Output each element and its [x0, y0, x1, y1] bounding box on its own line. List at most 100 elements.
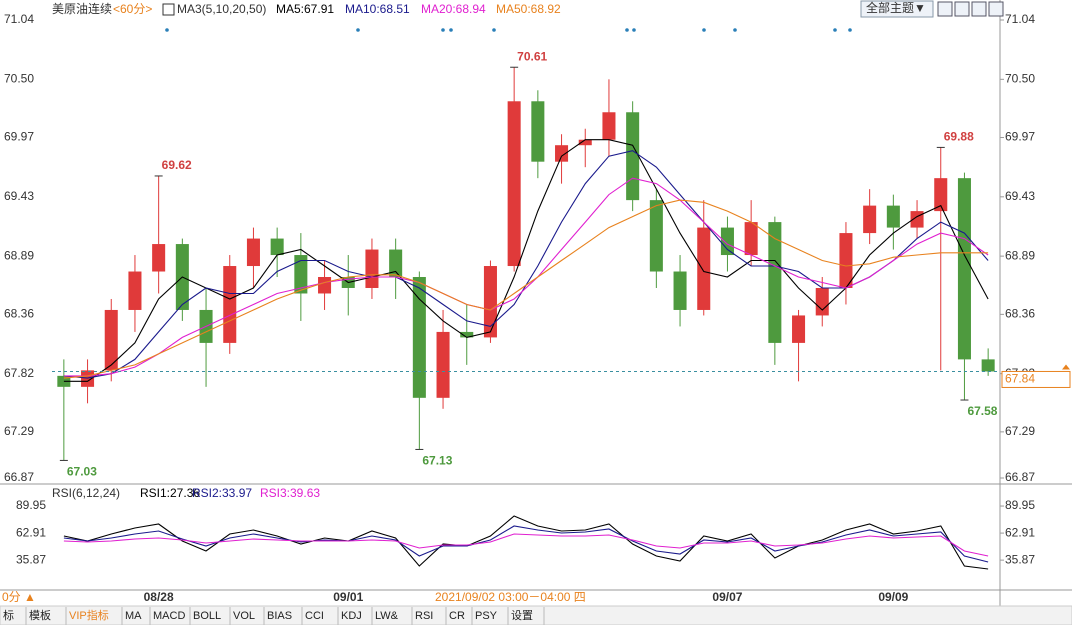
candle-body	[246, 238, 260, 267]
candle-body	[602, 112, 616, 140]
last-price-arrow	[1062, 364, 1070, 370]
theme-button-label[interactable]: 全部主题▼	[866, 0, 926, 15]
candle-body	[412, 277, 426, 398]
indicator-line	[63, 199, 989, 379]
toolbar-tab[interactable]: KDJ	[341, 610, 362, 622]
candle-body	[792, 315, 806, 343]
x-tick-label: 08/28	[144, 590, 174, 604]
toolbar-tab[interactable]: 设置	[511, 609, 533, 622]
y-tick-label-right: 89.95	[1005, 498, 1035, 512]
toolbar-tab[interactable]: CCI	[305, 610, 324, 622]
extreme-label: 70.61	[517, 49, 547, 63]
y-tick-label-right: 68.36	[1005, 307, 1035, 321]
event-dot	[848, 28, 852, 32]
toolbar-tab[interactable]: LW&	[375, 610, 399, 622]
event-dot	[833, 28, 837, 32]
candle-body	[294, 255, 308, 294]
candle-body	[555, 145, 569, 162]
legend-entry: MA20:68.94	[421, 2, 486, 16]
x-tick-label: 09/07	[712, 590, 742, 604]
toolbar-tab[interactable]: CR	[449, 610, 465, 622]
x-tick-label: 09/09	[878, 590, 908, 604]
indicator-line	[63, 139, 989, 382]
legend-entry: RSI1:27.36	[140, 486, 200, 500]
indicator-line	[63, 533, 989, 557]
legend-entry: MA50:68.92	[496, 2, 561, 16]
event-dot	[165, 28, 169, 32]
candle-body	[768, 222, 782, 343]
candle-body	[839, 233, 853, 288]
icon-button[interactable]	[988, 1, 1004, 17]
candle-body	[934, 178, 948, 212]
legend-entry: MA10:68.51	[345, 2, 410, 16]
x-tick-label: 09/01	[333, 590, 363, 604]
toolbar-tab[interactable]: PSY	[475, 610, 498, 622]
event-dot	[702, 28, 706, 32]
extreme-label: 67.03	[67, 465, 97, 479]
candle-body	[389, 249, 403, 278]
toolbar-tab[interactable]: BIAS	[267, 610, 292, 622]
y-tick-label-right: 69.43	[1005, 189, 1035, 203]
candle-body	[460, 331, 474, 338]
icon-button[interactable]	[954, 1, 970, 17]
toolbar-tab[interactable]: 模板	[29, 608, 51, 622]
toolbar-tab[interactable]: VOL	[233, 610, 255, 622]
event-markers	[165, 28, 852, 32]
candle-body	[507, 101, 521, 267]
candle-body	[483, 266, 497, 338]
y-tick-label: 68.89	[4, 248, 34, 262]
theme-button[interactable]	[860, 0, 934, 18]
candle-body	[128, 271, 142, 310]
legend-entry: RSI2:33.97	[192, 486, 252, 500]
last-price-box	[1001, 370, 1071, 388]
y-tick-label: 71.04	[4, 12, 34, 26]
legend-entry: RSI3:39.63	[260, 486, 320, 500]
toolbar-icons	[937, 1, 1004, 17]
y-tick-label: 70.50	[4, 71, 34, 85]
candle-body	[531, 101, 545, 162]
toolbar-tab[interactable]: BOLL	[193, 610, 221, 622]
candle-body	[436, 331, 450, 398]
y-tick-label-right: 69.97	[1005, 130, 1035, 144]
event-dot	[441, 28, 445, 32]
y-tick-label: 66.87	[4, 470, 34, 484]
last-price-label: 67.84	[1005, 372, 1035, 386]
y-tick-label-right: 71.04	[1005, 12, 1035, 26]
period: <60分>	[113, 2, 152, 16]
y-tick-label: 68.36	[4, 307, 34, 321]
candle-body	[697, 227, 711, 310]
candle-body	[104, 309, 118, 371]
candle-body	[673, 271, 687, 310]
toolbar-tab[interactable]: 标	[3, 608, 14, 622]
y-tick-label-right: 68.89	[1005, 248, 1035, 262]
event-dot	[449, 28, 453, 32]
toolbar-tab[interactable]: VIP指标	[69, 608, 109, 622]
crosshair-time: 2021/09/02 03:00－04:00 四	[435, 590, 586, 604]
legend-entry: MA5:67.91	[276, 2, 334, 16]
icon-button[interactable]	[971, 1, 987, 17]
toolbar-tab[interactable]: MACD	[153, 610, 185, 622]
y-tick-label: 67.82	[4, 366, 34, 380]
candle-body	[626, 112, 640, 201]
candle-body	[981, 359, 995, 372]
candle-body	[957, 178, 971, 360]
extreme-label: 67.13	[422, 454, 452, 468]
indicator-icon[interactable]	[162, 3, 175, 16]
candle-body	[223, 266, 237, 343]
y-tick-label: 69.97	[4, 130, 34, 144]
icon-button[interactable]	[937, 1, 953, 17]
symbol: 美原油连续	[52, 1, 112, 16]
indicator-name: MA3(5,10,20,50)	[177, 2, 266, 16]
y-tick-label: 35.87	[16, 552, 46, 566]
candle-body	[649, 200, 663, 272]
toolbar-tab[interactable]: RSI	[415, 610, 433, 622]
candle-body	[270, 238, 284, 256]
toolbar	[0, 605, 1072, 625]
candle-body	[815, 287, 829, 316]
y-tick-label-right: 62.91	[1005, 525, 1035, 539]
period-button[interactable]: 0分 ▲	[2, 590, 36, 604]
y-tick-label: 62.91	[16, 525, 46, 539]
event-dot	[733, 28, 737, 32]
toolbar-tab[interactable]: MA	[125, 610, 142, 622]
candle-body	[57, 375, 71, 387]
